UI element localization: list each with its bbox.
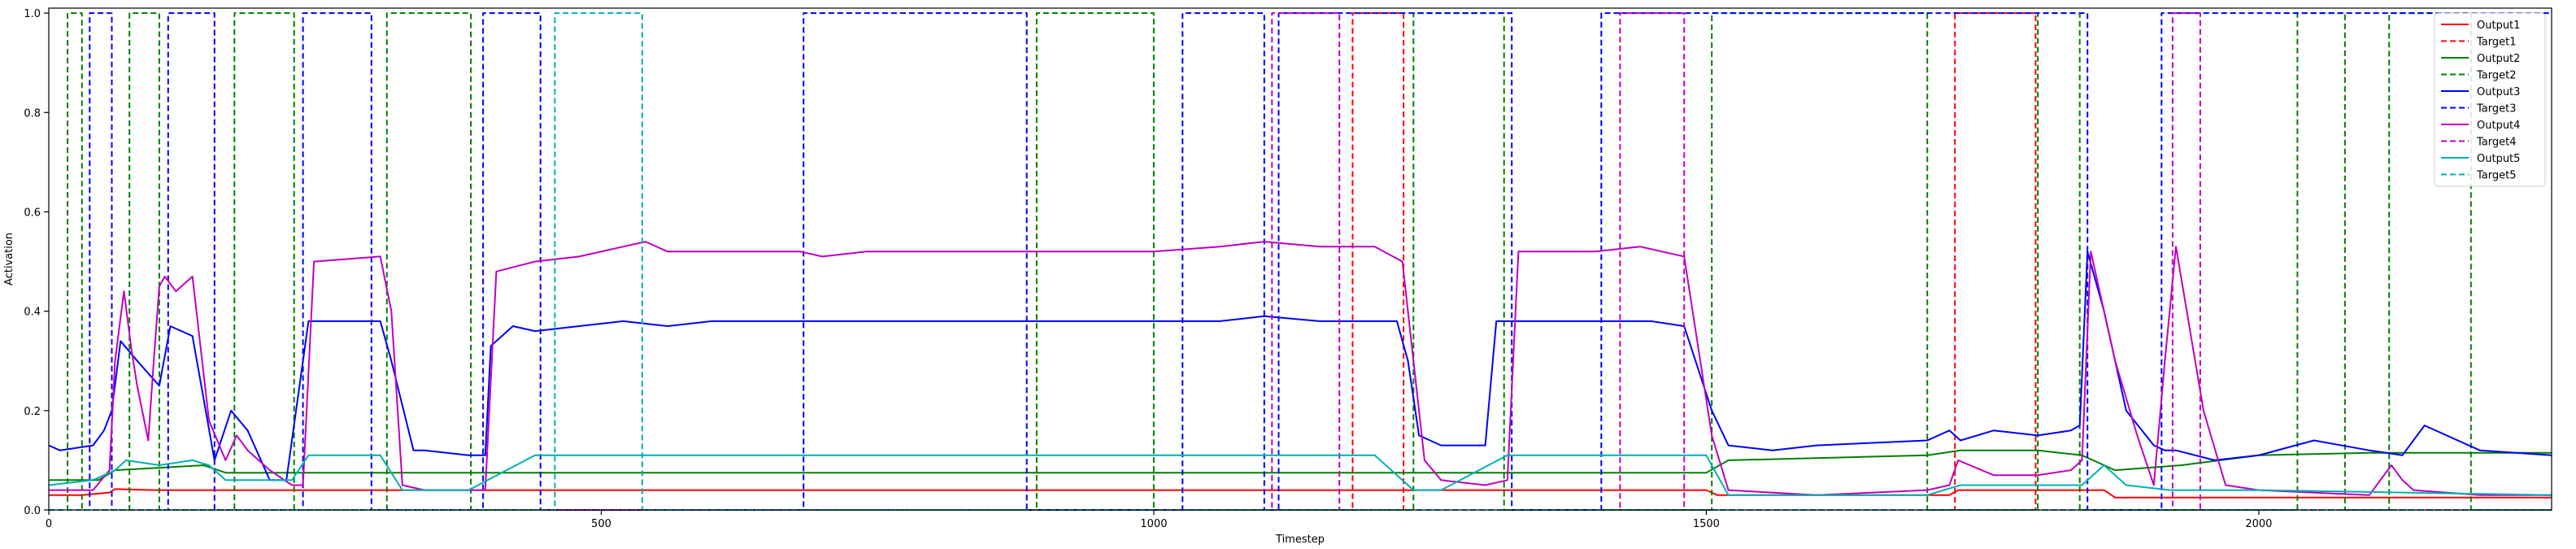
x-tick-label: 1500 bbox=[1693, 518, 1720, 530]
y-tick-label: 0.8 bbox=[24, 107, 41, 120]
x-tick-label: 1000 bbox=[1140, 518, 1167, 530]
legend-label: Output1 bbox=[2477, 20, 2520, 32]
y-tick-label: 0.6 bbox=[24, 207, 41, 219]
legend-label: Target4 bbox=[2476, 137, 2517, 149]
y-tick-label: 0.2 bbox=[24, 406, 41, 418]
legend-label: Target5 bbox=[2476, 170, 2517, 182]
series-line-output4 bbox=[49, 241, 2552, 496]
legend-label: Target2 bbox=[2476, 70, 2517, 82]
series-line-target3 bbox=[49, 12, 2552, 511]
y-tick-label: 0.4 bbox=[24, 307, 41, 319]
x-tick-label: 500 bbox=[591, 518, 611, 530]
legend-label: Output2 bbox=[2477, 53, 2520, 65]
series-line-target4 bbox=[49, 12, 2552, 511]
legend-box bbox=[2434, 12, 2546, 187]
x-axis-ticks: 0 500 1000 1500 2000 bbox=[46, 510, 2272, 530]
y-axis-label: Activation bbox=[3, 233, 15, 285]
legend: Output1 Target1 Output2 Target2 Output3 Targe… bbox=[2434, 12, 2546, 187]
series-line-output2 bbox=[49, 449, 2552, 481]
x-tick-label: 0 bbox=[46, 518, 52, 530]
y-tick-label: 1.0 bbox=[24, 8, 41, 20]
legend-label: Output5 bbox=[2477, 153, 2520, 165]
series-line-output5 bbox=[48, 454, 2552, 496]
plot-area bbox=[48, 7, 2552, 511]
x-axis-label: Timestep bbox=[1275, 534, 1325, 546]
plot-background bbox=[49, 8, 2552, 510]
legend-label: Output3 bbox=[2477, 86, 2520, 98]
y-tick-label: 0.0 bbox=[24, 505, 41, 517]
x-tick-label: 2000 bbox=[2245, 518, 2272, 530]
legend-label: Target3 bbox=[2476, 103, 2517, 115]
plot-frame bbox=[48, 7, 2552, 511]
legend-label: Target1 bbox=[2476, 37, 2517, 49]
y-axis-ticks: 0.0 0.2 0.4 0.6 0.8 1.0 bbox=[24, 8, 49, 517]
legend-label: Output4 bbox=[2477, 120, 2520, 132]
